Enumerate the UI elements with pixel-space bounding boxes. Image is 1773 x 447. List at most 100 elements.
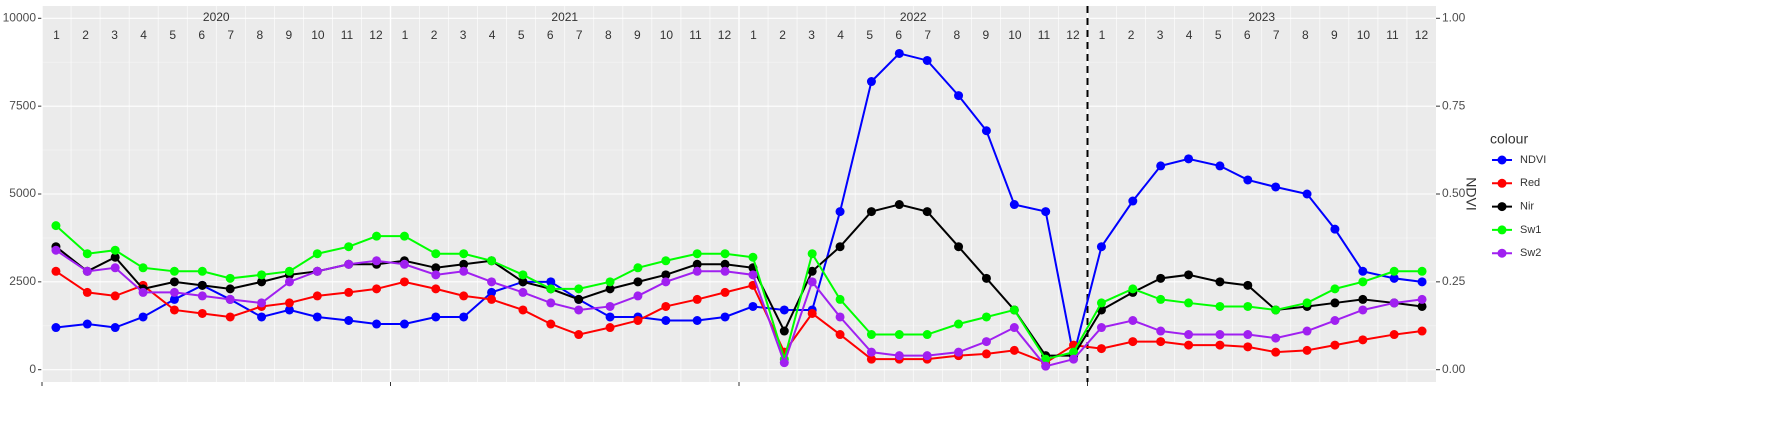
series-line <box>55 52 1423 356</box>
month-label: 9 <box>1331 28 1338 42</box>
month-label: 2 <box>779 28 786 42</box>
legend-label: NDVI <box>1520 154 1546 166</box>
month-label: 9 <box>286 28 293 42</box>
data-point <box>169 294 179 304</box>
data-point <box>51 266 61 276</box>
data-point <box>1302 298 1312 308</box>
data-point <box>1128 284 1138 294</box>
data-point <box>894 48 904 58</box>
data-point <box>257 298 267 308</box>
data-point <box>82 249 92 259</box>
month-label: 1 <box>402 28 409 42</box>
data-point <box>835 330 845 340</box>
data-point <box>1041 361 1051 371</box>
month-label: 12 <box>718 28 732 42</box>
data-point <box>110 263 120 273</box>
data-point <box>748 252 758 262</box>
data-point <box>257 312 267 322</box>
data-point <box>312 312 322 322</box>
data-point <box>344 242 354 252</box>
data-point <box>605 312 615 322</box>
data-point <box>459 249 469 259</box>
data-point <box>835 207 845 217</box>
data-point <box>257 277 267 287</box>
y2-tick-label: 0.25 <box>1442 274 1466 288</box>
data-point <box>1215 277 1225 287</box>
data-point <box>225 294 235 304</box>
month-label: 1 <box>750 28 757 42</box>
series-line <box>55 270 1423 364</box>
data-point <box>866 354 876 364</box>
data-point <box>692 259 702 269</box>
data-point <box>1417 277 1427 287</box>
legend-label: Sw2 <box>1520 247 1541 259</box>
month-label: 6 <box>895 28 902 42</box>
month-label: 3 <box>111 28 118 42</box>
data-point <box>169 266 179 276</box>
data-point <box>1271 347 1281 357</box>
data-point <box>487 294 497 304</box>
y-tick-label: 10000 <box>3 10 37 24</box>
data-point <box>633 263 643 273</box>
data-point <box>82 319 92 329</box>
y-tick-label: 7500 <box>9 98 36 112</box>
month-label: 2 <box>82 28 89 42</box>
data-point <box>922 207 932 217</box>
data-point <box>1417 326 1427 336</box>
data-point <box>1389 298 1399 308</box>
data-point <box>894 330 904 340</box>
month-label: 11 <box>1386 28 1399 42</box>
month-label: 12 <box>1066 28 1080 42</box>
data-point <box>807 277 817 287</box>
legend-marker <box>1497 225 1507 235</box>
data-point <box>692 294 702 304</box>
data-point <box>1271 333 1281 343</box>
data-point <box>138 287 148 297</box>
data-point <box>661 270 671 280</box>
data-point <box>748 270 758 280</box>
data-point <box>51 245 61 255</box>
data-point <box>1069 347 1079 357</box>
data-point <box>605 277 615 287</box>
data-point <box>197 308 207 318</box>
data-point <box>661 277 671 287</box>
data-point <box>661 316 671 326</box>
data-point <box>807 308 817 318</box>
data-point <box>225 273 235 283</box>
y-tick-label: 2500 <box>9 274 36 288</box>
data-point <box>1330 340 1340 350</box>
data-point <box>574 305 584 315</box>
month-label: 1 <box>1099 28 1106 42</box>
data-point <box>138 312 148 322</box>
data-point <box>257 270 267 280</box>
data-point <box>197 266 207 276</box>
data-point <box>431 270 441 280</box>
legend-marker <box>1497 155 1507 165</box>
data-point <box>1184 340 1194 350</box>
data-point <box>169 277 179 287</box>
data-point <box>1243 342 1253 352</box>
data-point <box>1184 298 1194 308</box>
data-point <box>981 337 991 347</box>
data-point <box>1156 161 1166 171</box>
data-point <box>344 316 354 326</box>
data-point <box>1271 182 1281 192</box>
data-point <box>197 280 207 290</box>
legend-label: Sw1 <box>1520 224 1541 236</box>
data-point <box>372 284 382 294</box>
data-point <box>1243 330 1253 340</box>
month-label: 6 <box>1244 28 1251 42</box>
data-point <box>225 312 235 322</box>
legend-label: Nir <box>1520 201 1534 213</box>
data-point <box>487 256 497 266</box>
data-point <box>1184 154 1194 164</box>
series-line <box>55 224 1423 363</box>
data-point <box>954 242 964 252</box>
month-label: 9 <box>634 28 641 42</box>
month-label: 9 <box>983 28 990 42</box>
data-point <box>1156 273 1166 283</box>
data-point <box>1156 337 1166 347</box>
month-label: 6 <box>198 28 205 42</box>
legend-title: colour <box>1490 131 1528 147</box>
y2-tick-label: 1.00 <box>1442 10 1466 24</box>
